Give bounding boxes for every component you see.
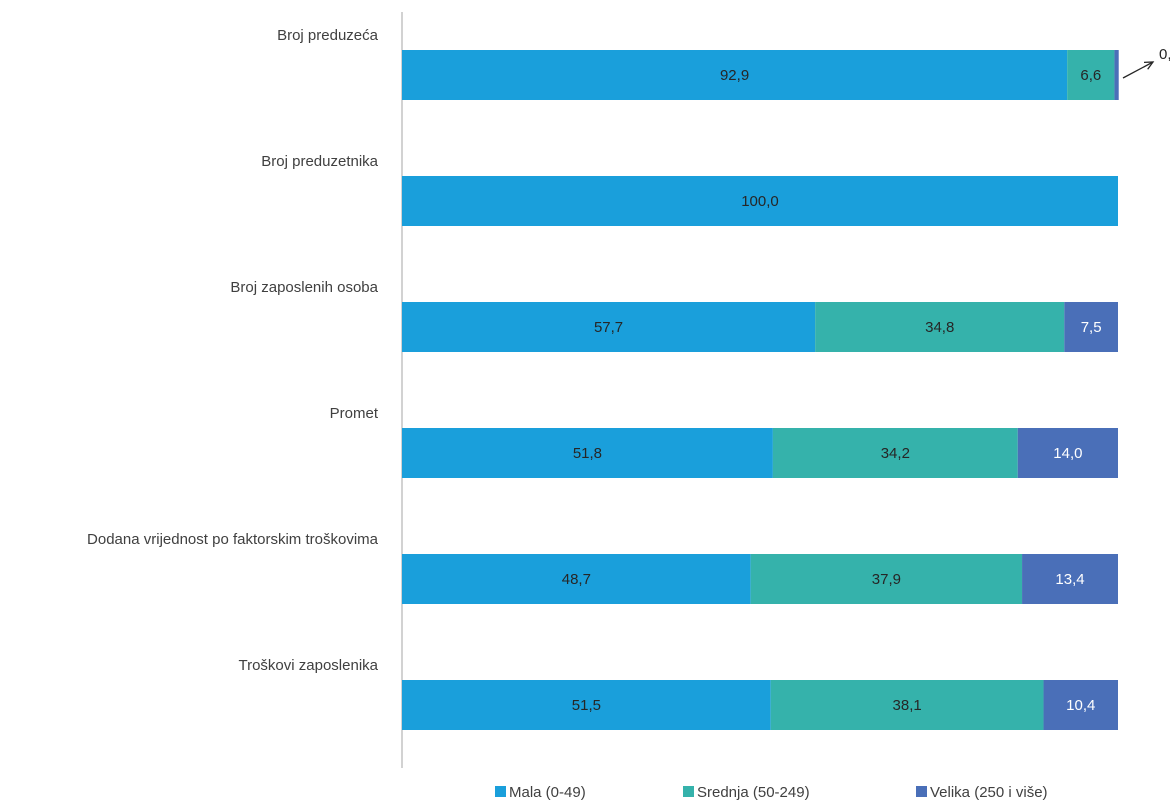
data-label: 14,0 bbox=[1053, 445, 1082, 462]
data-label: 34,2 bbox=[881, 445, 910, 462]
axis-layer: Broj preduzeća Broj preduzetnika Broj zapo… bbox=[87, 12, 403, 768]
bar-segment bbox=[402, 554, 751, 604]
category-label: Promet bbox=[330, 405, 379, 422]
data-label: 38,1 bbox=[893, 697, 922, 714]
bar-segment bbox=[772, 428, 1018, 478]
bar-segment bbox=[402, 428, 773, 478]
legend-swatch bbox=[916, 786, 927, 797]
bar-segment bbox=[750, 554, 1023, 604]
labels-layer: 92,9 6,6 100,0 57,7 34,8 7,5 51,8 34,2 14,0 48,7 3… bbox=[562, 46, 1170, 714]
data-label: 57,7 bbox=[594, 319, 623, 336]
data-label: 7,5 bbox=[1081, 319, 1102, 336]
bar-segment bbox=[402, 302, 816, 352]
data-label: 10,4 bbox=[1066, 697, 1095, 714]
data-label: 37,9 bbox=[872, 571, 901, 588]
bar-segment bbox=[402, 50, 1068, 100]
bar-segment bbox=[402, 176, 1118, 226]
annotation-arrow-head bbox=[1143, 61, 1155, 70]
annotation-label: 0,6 bbox=[1159, 46, 1170, 63]
bar-segment bbox=[1064, 302, 1118, 352]
data-label: 100,0 bbox=[741, 193, 779, 210]
data-label: 92,9 bbox=[720, 67, 749, 84]
legend-swatch bbox=[495, 786, 506, 797]
category-label: Broj preduzetnika bbox=[261, 153, 378, 170]
bar-segment bbox=[402, 680, 771, 730]
data-label: 13,4 bbox=[1055, 571, 1084, 588]
legend-entry: Srednja (50-249) bbox=[697, 784, 810, 801]
bar-segment bbox=[1017, 428, 1118, 478]
data-label: 51,8 bbox=[573, 445, 602, 462]
bar-segment bbox=[770, 680, 1044, 730]
data-label: 48,7 bbox=[562, 571, 591, 588]
data-label: 6,6 bbox=[1080, 67, 1101, 84]
bar-segment bbox=[815, 302, 1065, 352]
bar-segment bbox=[1043, 680, 1118, 730]
bar-segment bbox=[1022, 554, 1118, 604]
bar-segment bbox=[1067, 50, 1115, 100]
category-label: Broj preduzeća bbox=[277, 27, 379, 44]
annotation-arrow-line bbox=[1122, 61, 1154, 79]
legend-entry: Velika (250 i više) bbox=[930, 784, 1048, 801]
bars-layer bbox=[402, 50, 1119, 730]
legend-swatch bbox=[683, 786, 694, 797]
bar-segment bbox=[1114, 50, 1119, 100]
category-label: Dodana vrijednost po faktorskim troškovi… bbox=[87, 531, 379, 548]
data-label: 51,5 bbox=[572, 697, 601, 714]
legend: Mala (0-49) Srednja (50-249) Velika (250 i… bbox=[495, 784, 1048, 801]
category-label: Troškovi zaposlenika bbox=[238, 657, 378, 674]
data-label: 34,8 bbox=[925, 319, 954, 336]
category-label: Broj zaposlenih osoba bbox=[230, 279, 378, 296]
legend-entry: Mala (0-49) bbox=[509, 784, 586, 801]
